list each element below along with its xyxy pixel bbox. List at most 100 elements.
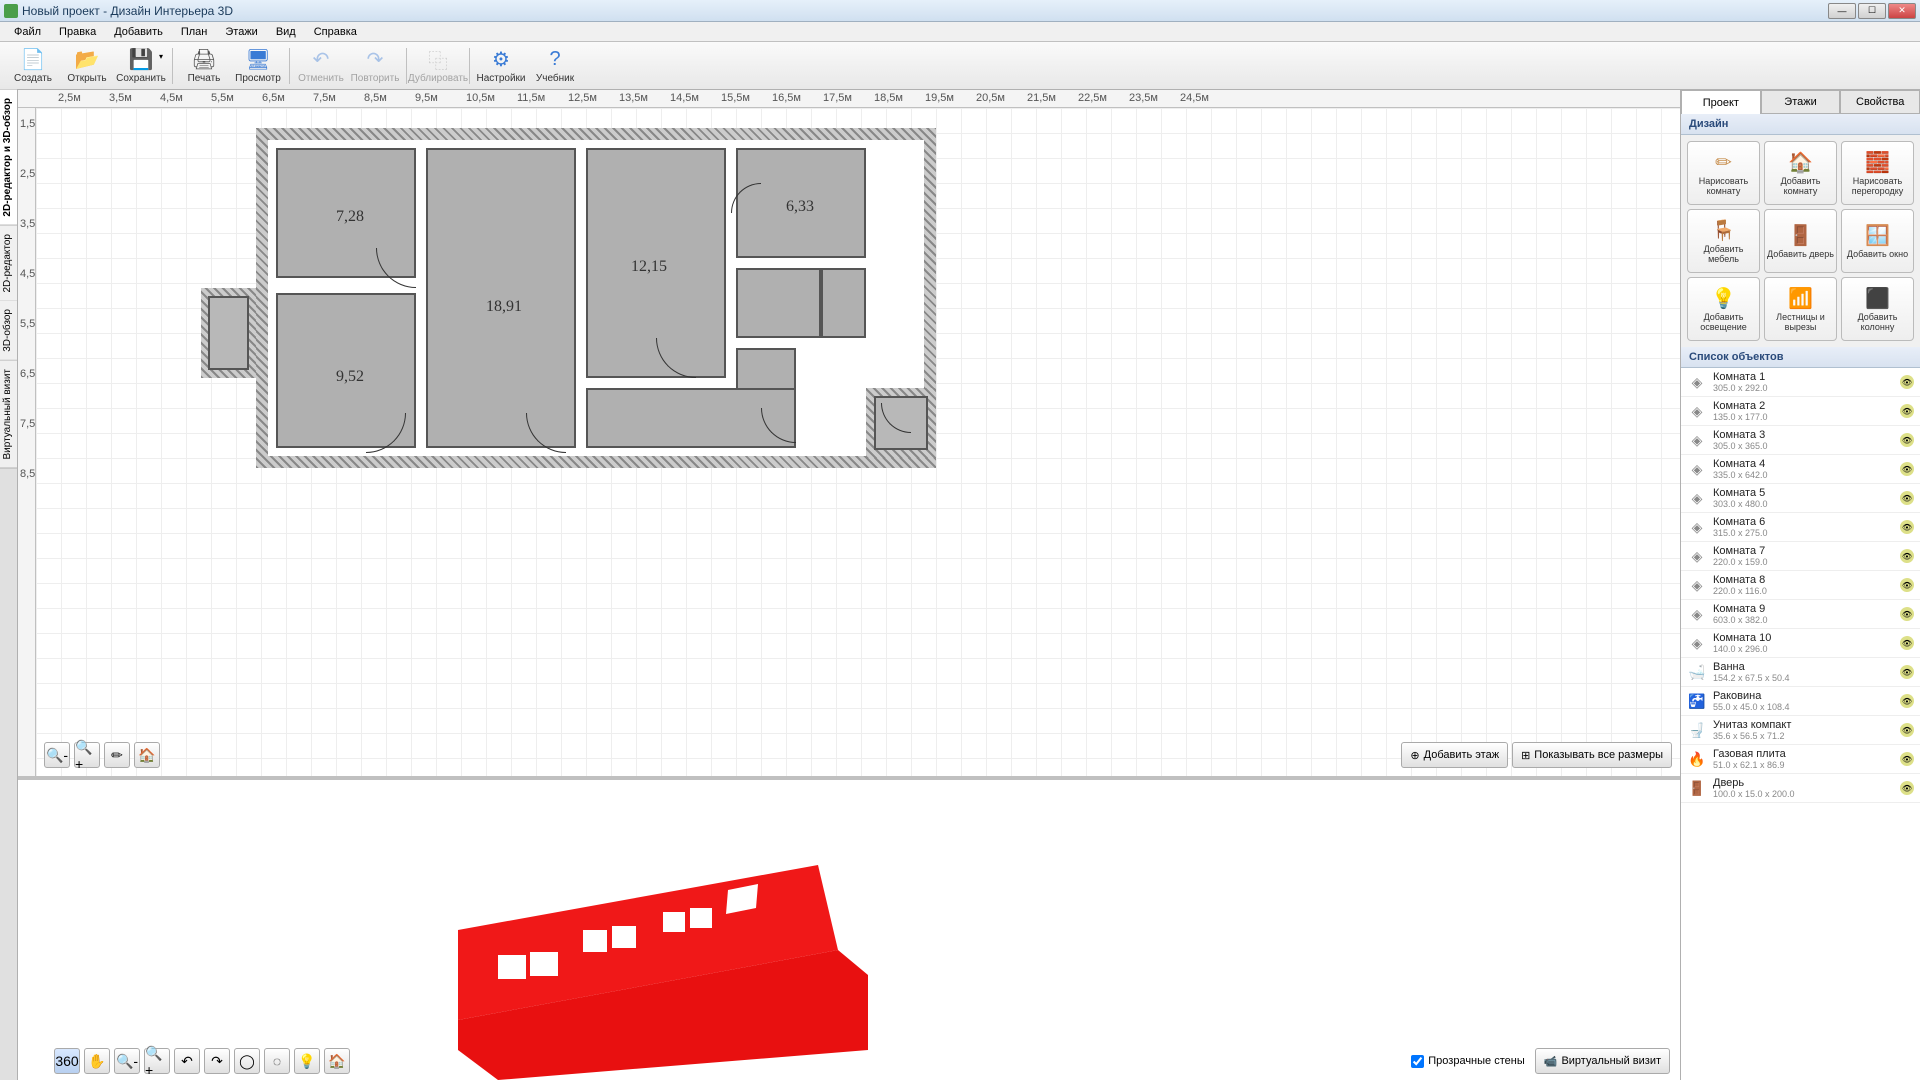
measure-tool-button[interactable]: ✏: [104, 742, 130, 768]
design-добавить-комнату-button[interactable]: 🏠Добавить комнату: [1764, 141, 1837, 205]
toolbar-просмотр-button[interactable]: 🖥Просмотр: [231, 44, 285, 88]
object-item[interactable]: 🚰Раковина55.0 x 45.0 x 108.4👁: [1681, 687, 1920, 716]
view-tab-1[interactable]: 2D-редактор: [0, 226, 17, 302]
view-tab-2[interactable]: 3D-обзор: [0, 301, 17, 361]
design-label: Добавить комнату: [1767, 177, 1834, 197]
visibility-toggle-icon[interactable]: 👁: [1900, 433, 1914, 447]
object-item[interactable]: ◈Комната 1305.0 x 292.0👁: [1681, 368, 1920, 397]
menu-план[interactable]: План: [173, 24, 216, 40]
toolbar-настройки-button[interactable]: ⚙Настройки: [474, 44, 528, 88]
toolbar-печать-button[interactable]: 🖨Печать: [177, 44, 231, 88]
menu-добавить[interactable]: Добавить: [106, 24, 171, 40]
object-name: Комната 5: [1713, 487, 1894, 499]
toolbar-создать-button[interactable]: 📄Создать: [6, 44, 60, 88]
virtual-visit-button[interactable]: 📹 Виртуальный визит: [1535, 1048, 1670, 1074]
3d-view-canvas[interactable]: 360 ✋ 🔍- 🔍+ ↶ ↷ ◯ ◌ 💡 🏠 Прозрачные стены…: [18, 780, 1680, 1080]
maximize-button[interactable]: ☐: [1858, 3, 1886, 19]
rotate-right-button[interactable]: ↷: [204, 1048, 230, 1074]
design-добавить-окно-button[interactable]: 🪟Добавить окно: [1841, 209, 1914, 273]
menu-правка[interactable]: Правка: [51, 24, 104, 40]
visibility-toggle-icon[interactable]: 👁: [1900, 462, 1914, 476]
design-добавить-освещение-button[interactable]: 💡Добавить освещение: [1687, 277, 1760, 341]
design-лестницы-и-вырезы-button[interactable]: 📶Лестницы и вырезы: [1764, 277, 1837, 341]
object-dims: 100.0 x 15.0 x 200.0: [1713, 789, 1894, 799]
visibility-toggle-icon[interactable]: 👁: [1900, 723, 1914, 737]
visibility-toggle-icon[interactable]: 👁: [1900, 694, 1914, 708]
design-нарисовать-комнату-button[interactable]: ✏Нарисовать комнату: [1687, 141, 1760, 205]
visibility-toggle-icon[interactable]: 👁: [1900, 665, 1914, 679]
design-label: Добавить мебель: [1690, 245, 1757, 265]
object-item[interactable]: 🔥Газовая плита51.0 x 62.1 x 86.9👁: [1681, 745, 1920, 774]
lasso-button[interactable]: ◯: [234, 1048, 260, 1074]
view-tab-0[interactable]: 2D-редактор и 3D-обзор: [0, 90, 17, 226]
menu-вид[interactable]: Вид: [268, 24, 304, 40]
transparent-walls-checkbox[interactable]: Прозрачные стены: [1411, 1055, 1524, 1068]
visibility-toggle-icon[interactable]: 👁: [1900, 607, 1914, 621]
object-item[interactable]: 🚽Унитаз компакт35.6 x 56.5 x 71.2👁: [1681, 716, 1920, 745]
3d-model: [438, 820, 938, 1080]
object-item[interactable]: ◈Комната 4335.0 x 642.0👁: [1681, 455, 1920, 484]
object-item[interactable]: ◈Комната 6315.0 x 275.0👁: [1681, 513, 1920, 542]
visibility-toggle-icon[interactable]: 👁: [1900, 375, 1914, 389]
object-item[interactable]: 🛁Ванна154.2 x 67.5 x 50.4👁: [1681, 658, 1920, 687]
menu-справка[interactable]: Справка: [306, 24, 365, 40]
object-item[interactable]: 🚪Дверь100.0 x 15.0 x 200.0👁: [1681, 774, 1920, 803]
отменить-icon: ↶: [309, 48, 333, 72]
visibility-toggle-icon[interactable]: 👁: [1900, 491, 1914, 505]
pan-button[interactable]: ✋: [84, 1048, 110, 1074]
home-3d-button[interactable]: 🏠: [324, 1048, 350, 1074]
design-нарисовать-перегородку-button[interactable]: 🧱Нарисовать перегородку: [1841, 141, 1914, 205]
panel-tab-проект[interactable]: Проект: [1681, 90, 1761, 114]
add-floor-button[interactable]: ⊕ Добавить этаж: [1401, 742, 1508, 768]
design-label: Лестницы и вырезы: [1767, 313, 1834, 333]
object-item[interactable]: ◈Комната 8220.0 x 116.0👁: [1681, 571, 1920, 600]
object-item[interactable]: ◈Комната 7220.0 x 159.0👁: [1681, 542, 1920, 571]
toolbar-учебник-button[interactable]: ?Учебник: [528, 44, 582, 88]
menu-файл[interactable]: Файл: [6, 24, 49, 40]
toolbar-label: Учебник: [536, 73, 574, 84]
object-item[interactable]: ◈Комната 3305.0 x 365.0👁: [1681, 426, 1920, 455]
visibility-toggle-icon[interactable]: 👁: [1900, 404, 1914, 418]
object-item[interactable]: ◈Комната 5303.0 x 480.0👁: [1681, 484, 1920, 513]
ruler-vertical: 1,5м2,5м3,5м4,5м5,5м6,5м7,5м8,5м: [18, 108, 36, 776]
visibility-toggle-icon[interactable]: 👁: [1900, 549, 1914, 563]
visibility-toggle-icon[interactable]: 👁: [1900, 752, 1914, 766]
objects-section-header: Список объектов: [1681, 347, 1920, 368]
visibility-toggle-icon[interactable]: 👁: [1900, 636, 1914, 650]
home-view-button[interactable]: 🏠: [134, 742, 160, 768]
object-name: Комната 10: [1713, 632, 1894, 644]
object-item[interactable]: ◈Комната 2135.0 x 177.0👁: [1681, 397, 1920, 426]
toolbar-сохранить-button[interactable]: 💾Сохранить▾: [114, 44, 168, 88]
show-dimensions-button[interactable]: ⊞ Показывать все размеры: [1512, 742, 1672, 768]
minimize-button[interactable]: —: [1828, 3, 1856, 19]
close-button[interactable]: ✕: [1888, 3, 1916, 19]
object-name: Унитаз компакт: [1713, 719, 1894, 731]
design-добавить-колонну-button[interactable]: ⬛Добавить колонну: [1841, 277, 1914, 341]
light-toggle-button[interactable]: 💡: [294, 1048, 320, 1074]
object-name: Комната 4: [1713, 458, 1894, 470]
design-добавить-дверь-button[interactable]: 🚪Добавить дверь: [1764, 209, 1837, 273]
panel-tab-этажи[interactable]: Этажи: [1761, 90, 1841, 114]
toolbar-открыть-button[interactable]: 📂Открыть: [60, 44, 114, 88]
select-button[interactable]: ◌: [264, 1048, 290, 1074]
zoom-in-button[interactable]: 🔍+: [74, 742, 100, 768]
visibility-toggle-icon[interactable]: 👁: [1900, 781, 1914, 795]
panel-tab-свойства[interactable]: Свойства: [1840, 90, 1920, 114]
object-name: Дверь: [1713, 777, 1894, 789]
rotate-left-button[interactable]: ↶: [174, 1048, 200, 1074]
object-item[interactable]: ◈Комната 10140.0 x 296.0👁: [1681, 629, 1920, 658]
object-dims: 35.6 x 56.5 x 71.2: [1713, 731, 1894, 741]
floorplan-canvas[interactable]: 7,2818,9112,156,339,52 🔍- 🔍+ ✏ 🏠 ⊕ Добав…: [36, 108, 1680, 776]
orbit-button[interactable]: 360: [54, 1048, 80, 1074]
zoom-in-3d-button[interactable]: 🔍+: [144, 1048, 170, 1074]
zoom-out-3d-button[interactable]: 🔍-: [114, 1048, 140, 1074]
menu-этажи[interactable]: Этажи: [217, 24, 265, 40]
visibility-toggle-icon[interactable]: 👁: [1900, 520, 1914, 534]
object-dims: 603.0 x 382.0: [1713, 615, 1894, 625]
zoom-out-button[interactable]: 🔍-: [44, 742, 70, 768]
view-tab-3[interactable]: Виртуальный визит: [0, 361, 17, 469]
visibility-toggle-icon[interactable]: 👁: [1900, 578, 1914, 592]
object-item[interactable]: ◈Комната 9603.0 x 382.0👁: [1681, 600, 1920, 629]
сохранить-icon: 💾: [129, 48, 153, 72]
design-добавить-мебель-button[interactable]: 🪑Добавить мебель: [1687, 209, 1760, 273]
